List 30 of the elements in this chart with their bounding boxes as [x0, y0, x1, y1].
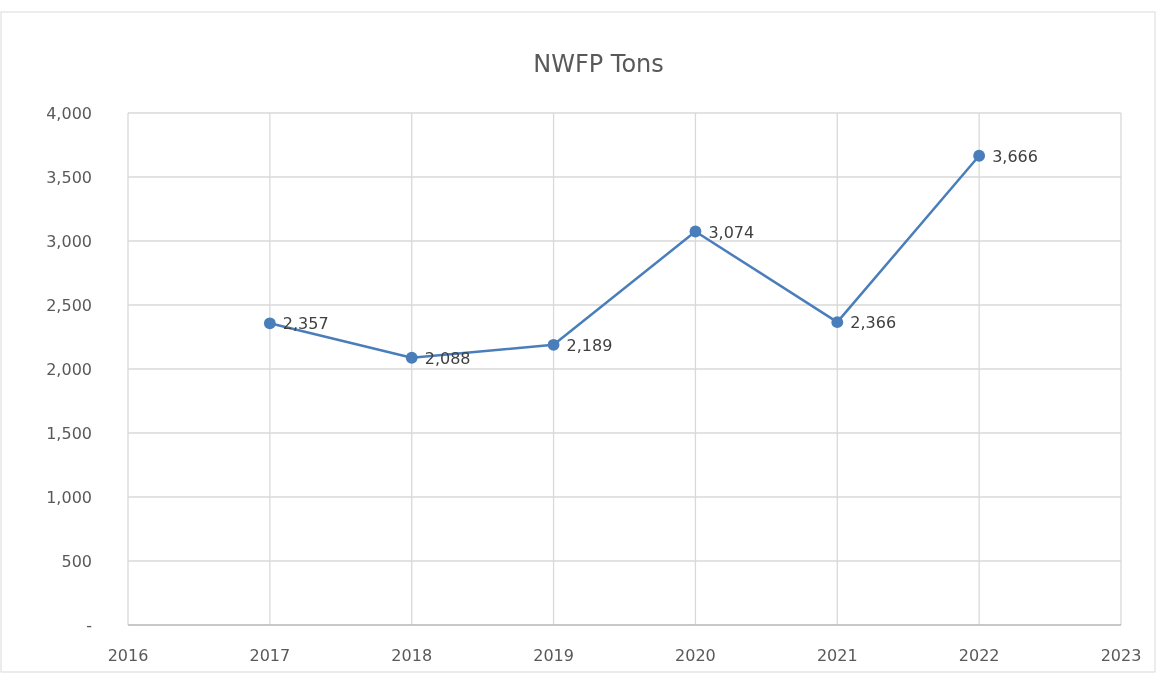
x-tick-label: 2018: [391, 646, 433, 665]
y-tick-label: 3,000: [46, 232, 92, 251]
data-label: 2,366: [850, 313, 897, 333]
data-label: 2,088: [424, 348, 471, 368]
data-label: 2,357: [282, 314, 329, 334]
x-tick-label: 2021: [816, 646, 858, 665]
y-tick-label: 2,500: [46, 296, 92, 315]
data-label: 2,189: [566, 335, 613, 355]
y-tick-label: 3,500: [46, 168, 92, 187]
x-tick-label: 2017: [249, 646, 291, 665]
x-tick-label: 2019: [533, 646, 574, 665]
y-tick-label: -: [86, 616, 92, 635]
y-tick-label: 1,500: [46, 424, 92, 443]
y-tick-label: 1,000: [46, 488, 92, 507]
x-tick-label: 2022: [958, 646, 1000, 665]
chart-title: NWFP Tons: [533, 50, 664, 78]
y-tick-label: 4,000: [46, 104, 92, 123]
point: [263, 317, 276, 330]
point: [973, 149, 986, 162]
x-tick-label: 2020: [675, 646, 716, 665]
point: [689, 225, 702, 238]
data-label: 3,074: [708, 222, 755, 242]
data-label: 3,666: [992, 146, 1038, 166]
x-tick-label: 2016: [107, 646, 149, 665]
point: [405, 351, 418, 364]
x-tick-label: 2023: [1100, 646, 1142, 665]
point: [831, 316, 844, 329]
y-tick-label: 2,000: [46, 360, 92, 379]
y-tick-label: 500: [61, 552, 92, 571]
point: [547, 338, 560, 351]
